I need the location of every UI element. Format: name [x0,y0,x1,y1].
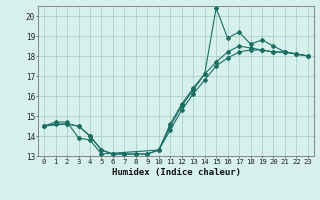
X-axis label: Humidex (Indice chaleur): Humidex (Indice chaleur) [111,168,241,177]
